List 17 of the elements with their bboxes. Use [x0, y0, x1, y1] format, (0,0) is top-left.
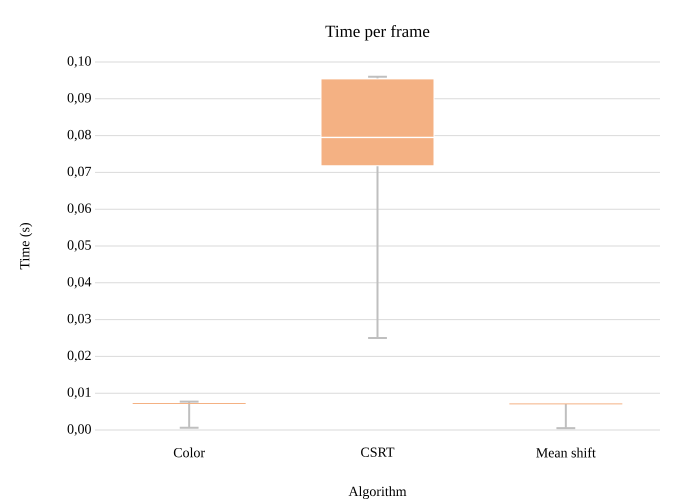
- x-tick-label: Mean shift: [536, 448, 596, 458]
- x-tick-label: Color: [174, 448, 205, 458]
- y-tick-label: 0,06: [68, 203, 92, 215]
- y-tick-label: 0,03: [68, 314, 91, 326]
- y-tick-label: 0,04: [68, 277, 92, 289]
- y-tick-label: 0,00: [68, 424, 91, 436]
- y-tick-label: 0,10: [68, 56, 91, 68]
- y-tick-label: 0,09: [68, 93, 91, 105]
- y-tick-label: 0,05: [68, 240, 91, 252]
- y-tick-label: 0,07: [68, 166, 92, 178]
- y-tick-label: 0,08: [68, 130, 91, 142]
- x-tick-label: CSRT: [361, 448, 394, 457]
- x-axis-title: Algorithm: [348, 486, 406, 500]
- y-tick-label: 0,01: [68, 387, 91, 399]
- chart-title: Time per frame: [325, 24, 430, 40]
- y-axis-title: Time (s): [20, 223, 32, 270]
- y-tick-label: 0,02: [68, 350, 91, 362]
